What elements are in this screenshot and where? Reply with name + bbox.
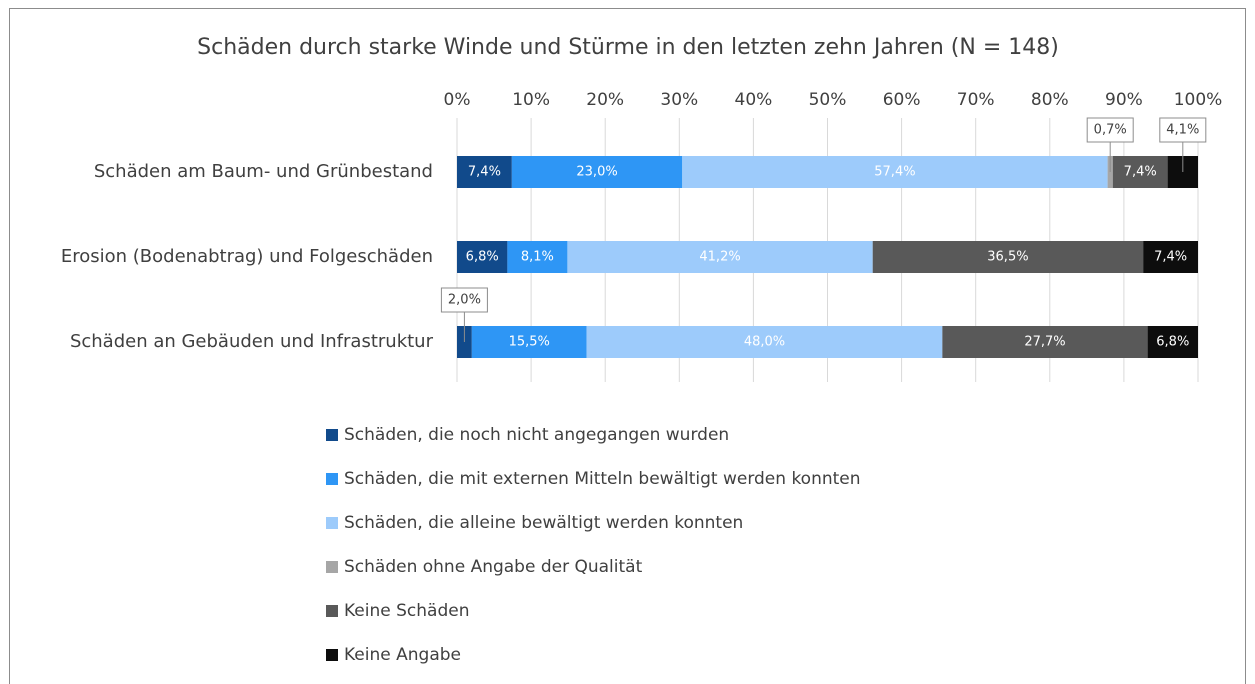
legend-label: Schäden, die mit externen Mitteln bewält… (344, 469, 861, 489)
legend-label: Schäden, die alleine bewältigt werden ko… (344, 513, 743, 533)
bar-segment (471, 326, 587, 358)
legend-label: Keine Schäden (344, 601, 469, 621)
bar-segment (1112, 156, 1168, 188)
legend-label: Schäden ohne Angabe der Qualität (344, 557, 643, 577)
bar-segment (511, 156, 683, 188)
x-tick-label: 20% (586, 90, 624, 110)
legend-swatch (326, 605, 338, 617)
data-label: 7,4% (1124, 165, 1157, 180)
bar-segment (1143, 241, 1198, 273)
data-label: 15,5% (509, 335, 550, 350)
bar-segment (457, 156, 512, 188)
data-label: 0,7% (1094, 123, 1127, 138)
data-label: 57,4% (874, 165, 915, 180)
bar-segment (567, 241, 873, 273)
data-label: 23,0% (576, 165, 617, 180)
x-tick-label: 0% (444, 90, 471, 110)
frame (9, 8, 1246, 684)
data-label: 7,4% (1154, 250, 1187, 265)
x-tick-label: 90% (1105, 90, 1143, 110)
callout-box (1159, 117, 1207, 143)
legend-swatch (326, 473, 338, 485)
bar-segment (682, 156, 1108, 188)
x-tick-label: 10% (512, 90, 550, 110)
data-label: 27,7% (1024, 335, 1065, 350)
category-label: Erosion (Bodenabtrag) und Folgeschäden (61, 246, 433, 267)
data-label: 36,5% (987, 250, 1028, 265)
legend-swatch (326, 517, 338, 529)
bar-segment (507, 241, 568, 273)
category-label: Schäden an Gebäuden und Infrastruktur (70, 331, 434, 352)
legend-swatch (326, 561, 338, 573)
callout-box (1086, 117, 1134, 143)
category-label: Schäden am Baum- und Grünbestand (94, 161, 433, 182)
bar-segment (942, 326, 1148, 358)
x-tick-label: 80% (1031, 90, 1069, 110)
data-label: 48,0% (744, 335, 785, 350)
callout-box (440, 287, 488, 313)
bar-segment (872, 241, 1144, 273)
bar-segment (457, 241, 508, 273)
legend-label: Keine Angabe (344, 645, 461, 665)
x-tick-label: 70% (957, 90, 995, 110)
bar-segment (1147, 326, 1198, 358)
data-label: 2,0% (448, 293, 481, 308)
legend-label: Schäden, die noch nicht angegangen wurde… (344, 425, 729, 445)
data-label: 4,1% (1166, 123, 1199, 138)
x-tick-label: 50% (809, 90, 847, 110)
legend-swatch (326, 649, 338, 661)
bar-segment (586, 326, 943, 358)
data-label: 8,1% (521, 250, 554, 265)
x-tick-label: 60% (883, 90, 921, 110)
data-label: 7,4% (468, 165, 501, 180)
x-tick-label: 30% (660, 90, 698, 110)
x-tick-label: 100% (1174, 90, 1223, 110)
legend-swatch (326, 429, 338, 441)
data-label: 6,8% (1156, 335, 1189, 350)
chart-title: Schäden durch starke Winde und Stürme in… (197, 35, 1059, 60)
data-label: 41,2% (699, 250, 740, 265)
x-tick-label: 40% (735, 90, 773, 110)
data-label: 6,8% (466, 250, 499, 265)
